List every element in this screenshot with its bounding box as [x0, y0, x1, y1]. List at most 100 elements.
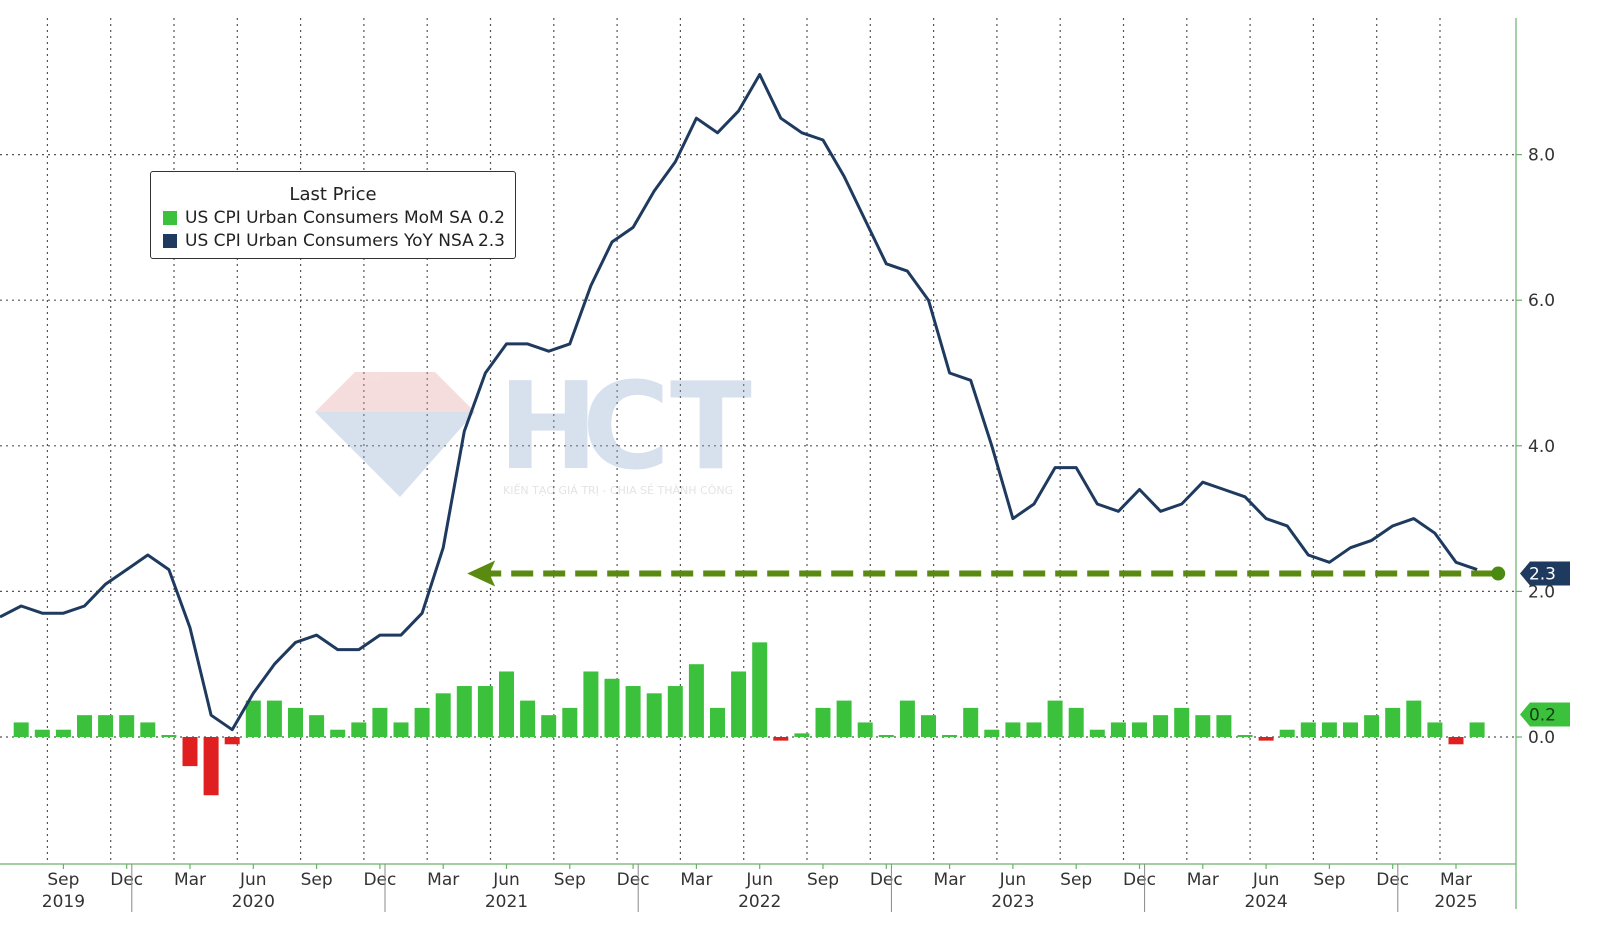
mom-bar [1343, 722, 1358, 737]
y-tick-label: 2.0 [1528, 582, 1555, 602]
mom-bar [77, 715, 92, 737]
mom-bar [1195, 715, 1211, 737]
mom-bar [1089, 729, 1105, 737]
mom-bar [1153, 715, 1169, 737]
mom-bar [878, 735, 894, 737]
mom-bar [963, 707, 979, 737]
legend-value-mom: 0.2 [477, 207, 505, 228]
x-tick-label: Mar [174, 870, 206, 890]
mom-bar [55, 729, 71, 737]
x-tick-label: Mar [934, 870, 966, 890]
mom-bar [541, 715, 557, 737]
mom-bar [520, 700, 536, 737]
mom-bar [1026, 722, 1042, 737]
watermark: H C T KIẾN TẠO GIÁ TRỊ - CHIA SẺ THÀNH C… [315, 358, 752, 497]
watermark-logo-top [315, 372, 475, 412]
mom-bar [456, 686, 472, 737]
x-tick-label: Mar [1440, 870, 1472, 890]
mom-bar [710, 707, 725, 737]
x-tick-label: Sep [1060, 870, 1092, 890]
mom-bar [34, 729, 50, 737]
mom-bar [752, 642, 768, 737]
mom-bar [1216, 715, 1232, 737]
mom-bar [1237, 735, 1253, 737]
mom-bar [1469, 722, 1485, 737]
watermark-letter-h: H [498, 358, 598, 497]
x-year-label: 2024 [1244, 892, 1287, 912]
mom-bar [13, 722, 29, 737]
legend-entry-yoy: US CPI Urban Consumers YoY NSA 2.3 [151, 229, 515, 252]
legend-entry-mom: US CPI Urban Consumers MoM SA 0.2 [151, 206, 515, 229]
x-tick-label: Dec [617, 870, 650, 890]
legend-title: Last Price [289, 184, 377, 205]
x-tick-label: Dec [363, 870, 396, 890]
last-value-tag-bg [1520, 702, 1570, 727]
mom-bar [646, 693, 662, 737]
mom-bar [836, 700, 852, 737]
mom-bar [330, 729, 346, 737]
mom-bar [161, 735, 177, 737]
x-year-label: 2020 [232, 892, 275, 912]
mom-bar [942, 735, 958, 737]
annotation-endpoint [1491, 566, 1506, 581]
x-tick-label: Sep [1313, 870, 1345, 890]
mom-bar [1448, 737, 1464, 745]
mom-bar [1364, 715, 1380, 737]
mom-bar [583, 671, 599, 737]
mom-bar [1174, 707, 1190, 737]
legend-swatch-mom [163, 210, 177, 225]
mom-bar [98, 715, 114, 737]
mom-bar [309, 715, 325, 737]
yoy-line [0, 73, 1478, 732]
mom-bar [1406, 700, 1422, 737]
mom-bar [815, 707, 831, 737]
annotation-arrow [467, 560, 1506, 587]
x-tick-label: Jun [999, 870, 1027, 890]
legend-name-mom: US CPI Urban Consumers MoM SA [185, 207, 472, 228]
mom-bar [182, 737, 198, 767]
x-tick-label: Mar [427, 870, 459, 890]
mom-bar [688, 664, 704, 737]
watermark-tagline: KIẾN TẠO GIÁ TRỊ - CHIA SẺ THÀNH CÔNG [503, 483, 733, 497]
mom-bar [1321, 722, 1337, 737]
mom-bar [414, 707, 430, 737]
x-year-label: 2021 [485, 892, 528, 912]
mom-bar [1385, 707, 1401, 737]
mom-bar [1258, 737, 1274, 741]
mom-bar [1068, 707, 1084, 737]
x-tick-label: Sep [301, 870, 333, 890]
mom-bar [140, 722, 156, 737]
mom-bar [288, 707, 303, 737]
legend-name-yoy: US CPI Urban Consumers YoY NSA [185, 230, 474, 251]
annotation-arrowhead [467, 560, 496, 587]
mom-bar [266, 700, 282, 737]
mom-bar [857, 722, 873, 737]
mom-bar [731, 671, 747, 737]
last-value-tags: 2.3 0.2 [1520, 561, 1570, 727]
x-tick-label: Jun [745, 870, 773, 890]
legend-swatch-yoy [163, 233, 177, 248]
y-tick-label: 4.0 [1528, 437, 1555, 457]
mom-bar [667, 686, 683, 737]
x-tick-label: Jun [239, 870, 267, 890]
watermark-letter-c: C [582, 358, 670, 497]
mom-bar [372, 707, 388, 737]
mom-bar [899, 700, 915, 737]
x-tick-label: Jun [492, 870, 520, 890]
y-tick-label: 0.0 [1528, 728, 1555, 748]
mom-bar [224, 737, 240, 745]
watermark-logo-bottom [315, 412, 475, 497]
mom-bar [393, 722, 409, 737]
mom-bar [1110, 722, 1126, 737]
mom-bar [1132, 722, 1147, 737]
x-tick-label: Jun [1252, 870, 1280, 890]
y-tick-label: 6.0 [1528, 291, 1555, 311]
mom-bar [119, 715, 135, 737]
x-tick-label: Dec [1123, 870, 1156, 890]
last-value-tag-bg [1520, 561, 1570, 586]
watermark-letter-t: T [670, 358, 752, 497]
legend: Last Price US CPI Urban Consumers MoM SA… [150, 171, 516, 259]
mom-bar [1300, 722, 1316, 737]
last-value-tag-label: 0.2 [1529, 705, 1556, 725]
